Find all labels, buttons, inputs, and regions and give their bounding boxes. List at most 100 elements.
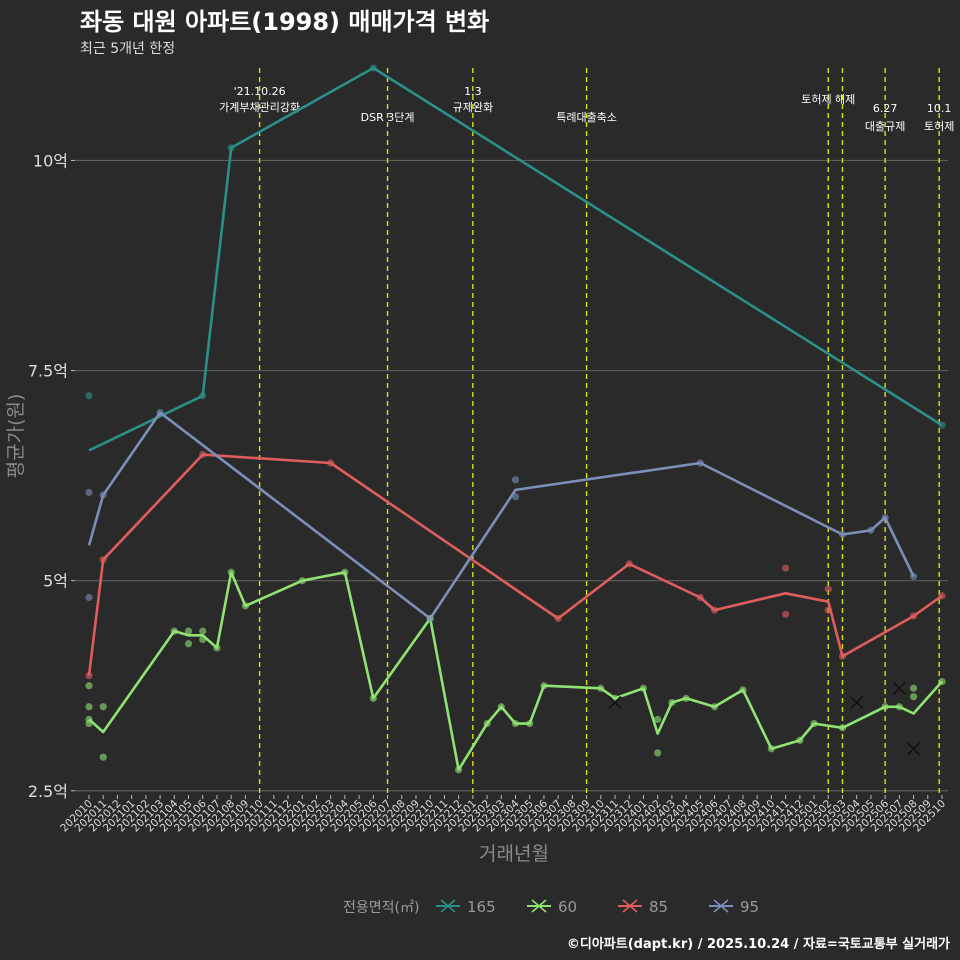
- event-label-date: 토허제 해제: [801, 92, 855, 106]
- data-point-60: [497, 703, 505, 711]
- legend-label-60: 60: [558, 898, 577, 916]
- data-point-165: [85, 392, 93, 400]
- data-point-60: [341, 568, 349, 576]
- data-point-60: [938, 677, 946, 686]
- series-lines: [87, 66, 943, 772]
- y-axis: 2.5억 5억 7.5억 10억: [28, 151, 75, 801]
- data-point-60: [810, 719, 818, 728]
- chart-title: 좌동 대원 아파트(1998) 매매가격 변화: [80, 8, 489, 36]
- data-point-60: [654, 749, 662, 757]
- data-point-60: [796, 736, 804, 744]
- event-label-text: 가계부채관리강화: [219, 101, 300, 114]
- series-line-95: [87, 411, 915, 620]
- data-point-60: [184, 640, 193, 648]
- data-point-60: [85, 682, 93, 690]
- data-point-165: [938, 421, 946, 429]
- data-point-95: [881, 514, 889, 522]
- data-point-60: [170, 627, 178, 635]
- data-point-95: [85, 593, 93, 602]
- data-point-165: [199, 392, 207, 400]
- data-point-95: [909, 572, 918, 581]
- data-point-60: [511, 719, 520, 728]
- series-line-165: [88, 66, 943, 452]
- data-point-165: [369, 64, 377, 72]
- legend-label-165: 165: [467, 898, 496, 916]
- data-point-60: [526, 719, 534, 728]
- legend-label-95: 95: [740, 898, 759, 916]
- data-point-85: [824, 585, 832, 593]
- data-point-60: [241, 602, 249, 610]
- data-point-60: [199, 635, 207, 644]
- y-tick-label: 10억: [33, 151, 68, 170]
- event-label-date: '21.10.26: [234, 85, 286, 98]
- data-point-60: [838, 724, 847, 732]
- legend-title: 전용면적(㎡): [343, 900, 419, 916]
- data-point-85: [710, 606, 719, 614]
- cross-marker-95: [850, 695, 864, 710]
- data-point-85: [938, 592, 946, 600]
- x-axis: 2020102020112020122021012021022021032021…: [58, 795, 948, 834]
- event-label-text: 규제완화: [453, 101, 493, 114]
- event-label-date: 6.27: [873, 102, 898, 115]
- data-point-95: [99, 491, 107, 499]
- data-point-85: [782, 610, 790, 618]
- data-point-60: [227, 568, 235, 576]
- event-label-text: 토허제: [924, 120, 954, 133]
- data-point-60: [85, 703, 93, 711]
- data-point-60: [668, 698, 676, 707]
- cross-marker-60: [608, 695, 622, 710]
- legend-marker-165: [440, 899, 456, 913]
- data-point-60: [710, 703, 719, 711]
- data-point-60: [99, 753, 107, 761]
- data-point-95: [867, 526, 875, 534]
- data-point-85: [696, 593, 704, 602]
- y-tick-label: 5억: [43, 572, 68, 591]
- data-point-95: [511, 476, 520, 484]
- data-point-85: [99, 556, 107, 564]
- data-point-60: [540, 682, 548, 690]
- legend-marker-85: [622, 899, 638, 913]
- y-tick-label: 2.5억: [28, 782, 68, 801]
- data-point-95: [511, 493, 520, 501]
- caption: ©디아파트(dapt.kr) / 2025.10.24 / 자료=국토교통부 실…: [567, 936, 950, 952]
- data-point-60: [213, 644, 221, 652]
- data-point-60: [895, 703, 903, 711]
- data-point-60: [483, 719, 491, 728]
- data-point-85: [199, 451, 207, 459]
- data-point-60: [99, 703, 107, 711]
- data-point-85: [85, 672, 93, 680]
- data-point-85: [625, 560, 633, 568]
- series-points: [85, 64, 946, 774]
- data-point-60: [85, 715, 93, 723]
- cross-marker-60: [907, 742, 921, 756]
- legend-marker-60: [531, 899, 547, 913]
- chart-subtitle: 최근 5개년 한정: [80, 41, 175, 57]
- cross-marker-95: [892, 681, 906, 695]
- y-tick-label: 7.5억: [28, 362, 68, 381]
- event-label-date: 1.3: [464, 85, 482, 98]
- event-label-text: DSR 3단계: [361, 111, 415, 124]
- data-point-60: [767, 745, 776, 753]
- data-point-60: [909, 684, 918, 692]
- data-point-95: [426, 614, 434, 623]
- series-line-60: [88, 571, 943, 772]
- x-axis-label: 거래년월: [479, 843, 549, 865]
- data-point-60: [654, 715, 662, 723]
- grid-lines: [75, 159, 948, 792]
- data-point-60: [909, 693, 918, 701]
- legend-label-85: 85: [649, 898, 668, 916]
- data-point-85: [909, 612, 918, 620]
- data-point-60: [597, 684, 605, 692]
- data-point-60: [639, 684, 648, 692]
- data-point-60: [739, 686, 747, 694]
- legend: 전용면적(㎡) 165 60 85 95: [343, 898, 759, 916]
- event-label-text: 대출규제: [865, 120, 905, 133]
- data-point-85: [782, 564, 790, 572]
- data-point-60: [881, 703, 889, 711]
- data-point-60: [682, 694, 690, 702]
- data-point-60: [199, 627, 207, 635]
- data-point-165: [227, 144, 235, 152]
- data-point-60: [184, 627, 193, 635]
